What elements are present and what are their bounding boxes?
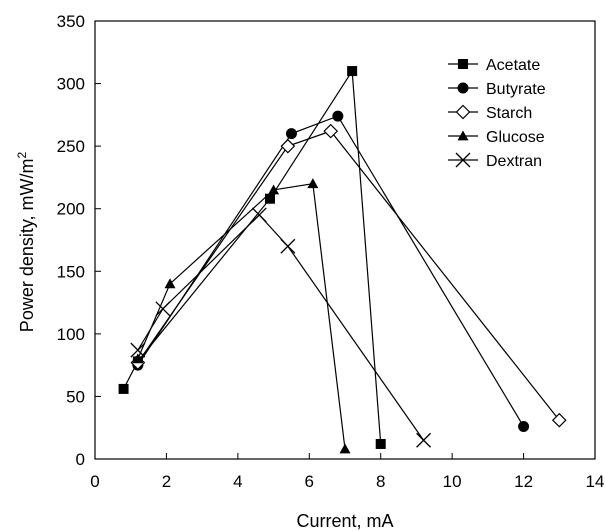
legend-marker-glucose (457, 130, 469, 141)
legend-item-acetate: Acetate (448, 57, 540, 74)
point-dextran-stroke (155, 301, 171, 317)
x-axis-label: Current, mA (296, 511, 393, 531)
series-line-glucose (137, 182, 346, 450)
legend-item-glucose: Glucose (448, 129, 545, 146)
y-tick-label: 50 (66, 387, 85, 406)
y-tick-label: 150 (57, 262, 85, 281)
series-line-acetate (123, 69, 382, 445)
legend-marker-dextran (455, 152, 471, 168)
point-glucose (307, 178, 319, 189)
legend-label-glucose: Glucose (486, 129, 545, 146)
point-dextran (130, 342, 146, 358)
legend-marker-starch (455, 104, 471, 120)
legend-marker-acetate (458, 59, 468, 69)
legend: Acetate Butyrate Starch Glucose Dextran (448, 57, 546, 170)
legend-item-starch: Starch (448, 104, 532, 122)
x-tick-label: 0 (90, 472, 99, 491)
legend-label-dextran: Dextran (486, 153, 542, 170)
point-starch (551, 412, 567, 428)
series-line-starch (137, 130, 560, 421)
y-axis-label-main: Power density, mW/m (17, 158, 37, 332)
legend-label-butyrate: Butyrate (486, 81, 546, 98)
point-dextran-stroke (251, 207, 267, 223)
x-tick-label: 2 (162, 472, 171, 491)
point-glucose (132, 353, 144, 364)
x-tick-label: 12 (514, 472, 533, 491)
plot-frame (94, 20, 596, 460)
point-butyrate (285, 128, 297, 140)
x-axis-ticks: 0 2 4 6 8 10 12 14 (90, 453, 604, 491)
series-dextran (130, 207, 432, 448)
x-tick-label: 6 (305, 472, 314, 491)
series-glucose (132, 178, 351, 454)
point-glucose (268, 184, 280, 195)
series-line-butyrate (137, 115, 525, 427)
x-tick-label: 8 (376, 472, 385, 491)
point-butyrate (518, 420, 530, 432)
series-acetate (118, 66, 386, 449)
y-tick-label: 200 (57, 200, 85, 219)
point-dextran (155, 301, 171, 317)
legend-marker-dextran-stroke (455, 152, 471, 168)
point-starch (280, 138, 296, 154)
point-acetate (118, 383, 129, 394)
legend-item-butyrate: Butyrate (448, 81, 546, 98)
y-tick-label: 100 (57, 325, 85, 344)
point-dextran-stroke (280, 238, 296, 254)
point-glucose (339, 443, 351, 454)
series-line-dextran (137, 214, 425, 441)
x-tick-label: 10 (443, 472, 462, 491)
point-acetate (375, 438, 386, 449)
legend-item-dextran: Dextran (448, 152, 542, 170)
legend-label-acetate: Acetate (486, 57, 540, 74)
y-axis-label-superscript: 2 (15, 151, 29, 158)
point-acetate (265, 193, 275, 204)
point-dextran (251, 207, 267, 223)
point-dextran (416, 432, 432, 448)
x-tick-label: 14 (586, 472, 605, 491)
point-butyrate (332, 110, 344, 122)
y-tick-label: 300 (57, 75, 85, 94)
y-tick-label: 350 (57, 12, 85, 31)
legend-marker-butyrate (457, 82, 469, 94)
y-axis-label: Power density, mW/m2 (15, 151, 37, 332)
series-layer (118, 66, 567, 454)
y-axis-ticks: 0 50 100 150 200 250 300 350 (57, 12, 101, 469)
point-acetate (347, 66, 358, 77)
legend-label-starch: Starch (486, 105, 532, 122)
point-dextran-stroke (416, 432, 432, 448)
y-tick-label: 250 (57, 137, 85, 156)
point-starch (323, 123, 339, 139)
point-glucose (164, 278, 176, 289)
x-tick-label: 4 (233, 472, 242, 491)
point-dextran-stroke (130, 342, 146, 358)
point-dextran (280, 238, 296, 254)
y-tick-label: 0 (76, 450, 85, 469)
series-butyrate (132, 110, 530, 432)
